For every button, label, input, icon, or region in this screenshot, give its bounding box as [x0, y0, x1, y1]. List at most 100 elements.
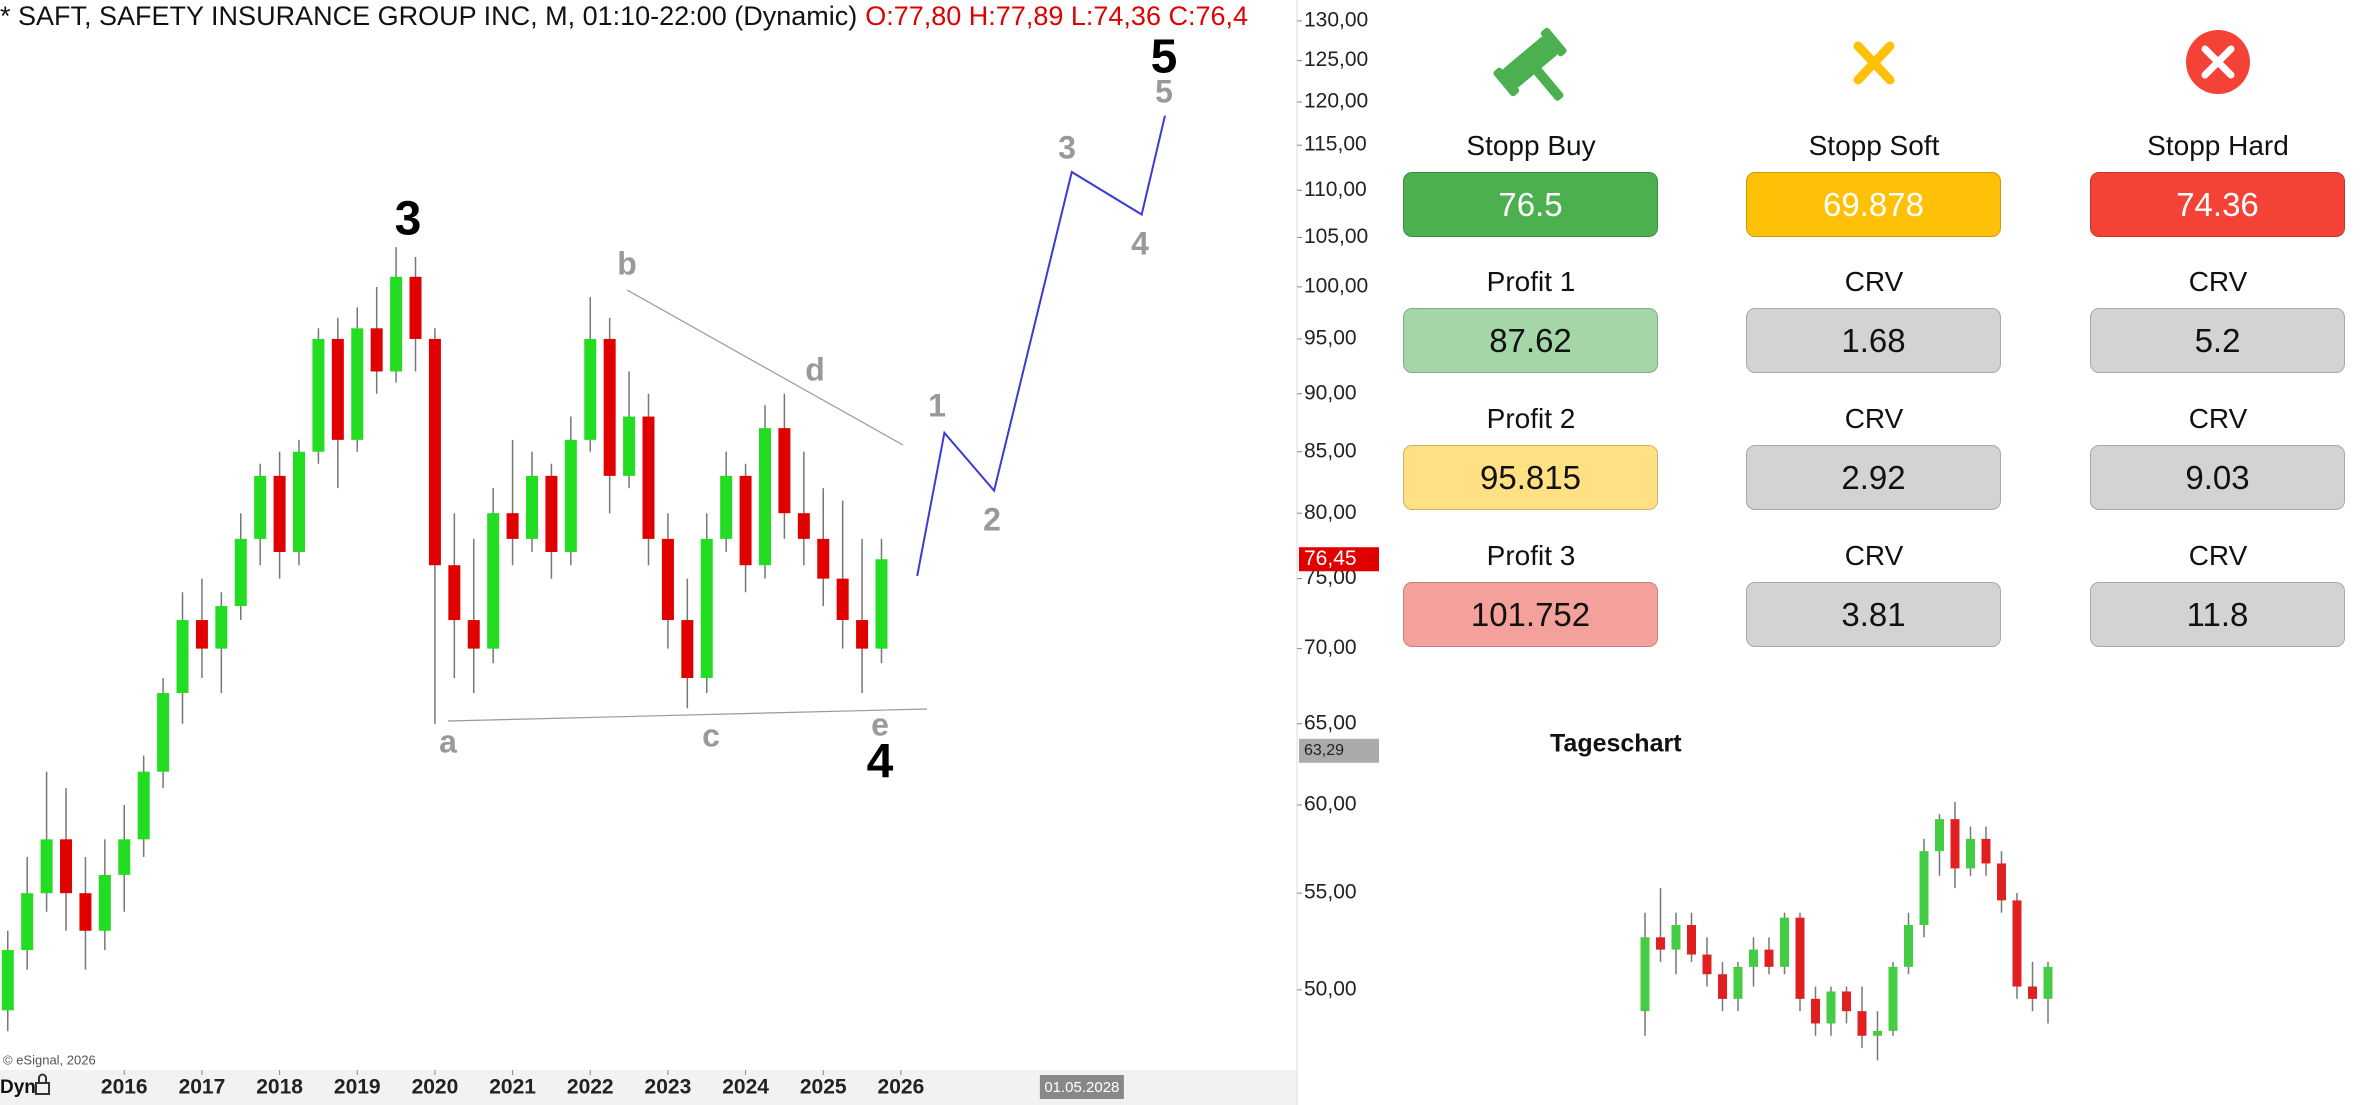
candle-body [545, 475, 558, 552]
candle-body [487, 513, 500, 649]
candle-body [1904, 925, 1913, 967]
x-tick-label: 2024 [722, 1076, 769, 1099]
candle-body [79, 893, 92, 931]
candle-body [1671, 925, 1681, 950]
candle-body [856, 620, 869, 649]
candle-body [1826, 991, 1836, 1024]
stop-label: Stopp Soft [1808, 130, 1940, 161]
candle-body [681, 620, 694, 679]
candle-body [506, 513, 519, 539]
y-tick-label: 100,00 [1304, 274, 1368, 297]
price-marker [1299, 547, 1379, 572]
chart-title: * SAFT, SAFETY INSURANCE GROUP INC, M, 0… [0, 1, 857, 31]
candle-body [1656, 937, 1665, 950]
y-tick-label: 105,00 [1304, 225, 1368, 248]
x-tick-label: 2025 [800, 1076, 847, 1099]
crv-value: 5.2 [2090, 308, 2345, 373]
mode-label: Dyn [0, 1077, 36, 1098]
y-tick-label: 90,00 [1304, 381, 1357, 404]
wave-label-major: 3 [395, 193, 422, 246]
y-tick-label: 50,00 [1304, 977, 1357, 1000]
candle-body [2028, 986, 2037, 999]
stop-value: 74.36 [2090, 172, 2345, 237]
candle-body [1795, 917, 1805, 999]
main-chart: * SAFT, SAFETY INSURANCE GROUP INC, M, 0… [0, 0, 1380, 1105]
candle-body [351, 328, 364, 440]
price-marker-label: 76,45 [1304, 547, 1357, 570]
stop-label: Stopp Hard [2147, 130, 2289, 161]
candle-body [1702, 954, 1712, 975]
candle-body [1873, 1030, 1882, 1036]
candle-body [623, 416, 636, 476]
candle-body [176, 620, 189, 694]
y-tick-label: 75,00 [1304, 566, 1357, 589]
lock-icon [35, 1073, 50, 1095]
stop-value: 69.878 [1746, 172, 2001, 237]
candle-body [1981, 838, 1991, 864]
stop-label: Stopp Buy [1466, 130, 1596, 161]
candle-body [1764, 949, 1774, 967]
candle-body [331, 338, 344, 440]
candle-body [1687, 925, 1696, 955]
y-tick-label: 115,00 [1304, 133, 1367, 156]
wave-label-minor: e [871, 706, 889, 742]
candle-body [195, 620, 208, 649]
y-tick-label: 130,00 [1304, 8, 1368, 31]
wave-label-minor: a [439, 723, 457, 759]
x-tick-label: 2022 [567, 1076, 614, 1099]
candle-body [1, 950, 14, 1011]
candle-body [1935, 819, 1944, 852]
crv-label: CRV [1844, 266, 1904, 297]
profit-label: Profit 2 [1486, 403, 1576, 434]
candle-body [1780, 917, 1789, 967]
x-tick-label: 2018 [256, 1076, 303, 1099]
candle-body [448, 565, 461, 621]
triangle-lower [447, 708, 928, 722]
cursor-date-box [1039, 1075, 1124, 1099]
wave-label-minor: 3 [1058, 129, 1076, 165]
candle-body [409, 276, 422, 339]
y-tick-label: 120,00 [1304, 90, 1368, 113]
candle-body [1749, 949, 1758, 967]
candle-body [60, 839, 73, 894]
candle-body [1919, 851, 1929, 925]
profit-value: 95.815 [1403, 445, 1658, 510]
x-tick-label: 2019 [334, 1076, 381, 1099]
candle-body [526, 475, 539, 539]
candle-body [720, 475, 733, 539]
crv-value: 2.92 [1746, 445, 2001, 510]
triangle-upper [626, 289, 904, 446]
profit-label: Profit 1 [1486, 266, 1576, 297]
candle-body [118, 839, 131, 875]
candle-body [1718, 974, 1727, 999]
candle-body [739, 475, 752, 566]
wave-label-minor: 2 [983, 501, 1001, 537]
candle-body [758, 428, 771, 566]
crv-label: CRV [2188, 403, 2248, 434]
candle-body [797, 513, 810, 539]
y-tick-label: 70,00 [1304, 636, 1357, 659]
candle-body [254, 475, 267, 539]
soft-x-icon [1853, 41, 1895, 85]
candle-body [21, 893, 34, 951]
candle-body [98, 874, 111, 931]
crv-label: CRV [2188, 266, 2248, 297]
candle-body [661, 538, 674, 621]
crv-value: 11.8 [2090, 582, 2345, 647]
x-tick-label: 2021 [489, 1076, 536, 1099]
hard-x-icon [2186, 30, 2250, 94]
crv-value: 9.03 [2090, 445, 2345, 510]
cursor-date-label: 01.05.2028 [1044, 1079, 1119, 1096]
y-tick-label: 95,00 [1304, 326, 1357, 349]
wave-label-major: 5 [1151, 31, 1178, 84]
candle-body [778, 428, 791, 514]
candle-body [467, 620, 480, 649]
candle-body [215, 606, 228, 649]
candle-body [1811, 998, 1820, 1024]
y-tick-label: 55,00 [1304, 881, 1357, 904]
candle-body [312, 338, 325, 452]
y-tick-label: 85,00 [1304, 439, 1357, 462]
candle-body [157, 693, 170, 772]
candle-body [137, 771, 150, 840]
candle-body [370, 328, 383, 372]
